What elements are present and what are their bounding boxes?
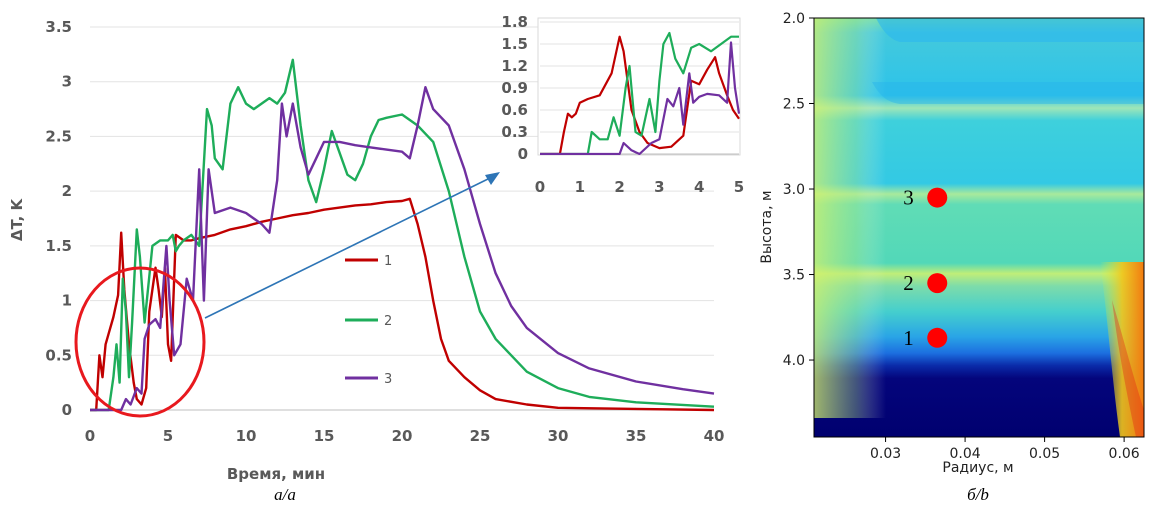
inset-x-tick-label: 4 — [694, 178, 704, 196]
heatmap-x-ticks: 0.03 0.04 0.05 0.06 — [870, 437, 1140, 462]
legend-label-2: 2 — [384, 314, 392, 329]
inset-chart: 0 0.3 0.6 0.9 1.2 1.5 1.8 0 1 2 3 4 5 — [501, 13, 744, 196]
caption-a: а/a — [274, 485, 296, 504]
main-y-tick-label: 2 — [62, 182, 72, 200]
main-y-axis-label: ΔT, K — [8, 198, 26, 242]
main-y-tick-label: 3 — [62, 73, 72, 91]
sensor-point-label-2: 2 — [903, 271, 914, 295]
legend-label-1: 1 — [384, 254, 392, 269]
heatmap-hot-wall — [1100, 262, 1144, 437]
heatmap-y-tick-label: 2.0 — [783, 11, 805, 27]
heatmap-x-tick-label: 0.05 — [1029, 446, 1060, 462]
inset-y-tick-label: 1.8 — [501, 13, 528, 31]
inset-y-tick-label: 0.3 — [501, 123, 528, 141]
inset-y-tick-label: 0 — [518, 145, 528, 163]
main-x-tick-label: 25 — [470, 427, 491, 445]
inset-x-ticks: 0 1 2 3 4 5 — [535, 178, 744, 196]
heatmap-y-tick-label: 3.5 — [783, 268, 805, 284]
main-series-line-3 — [90, 86, 715, 412]
main-chart: 00.511.522.533.5 0 5 10 15 20 25 30 35 40 Время,… — [8, 18, 724, 504]
inset-x-tick-label: 3 — [654, 178, 664, 196]
heatmap-y-tick-label: 2.5 — [783, 97, 805, 113]
main-x-tick-label: 20 — [392, 427, 413, 445]
main-x-ticks: 0 5 10 15 20 25 30 35 40 — [85, 427, 725, 445]
main-y-tick-label: 0.5 — [45, 346, 72, 364]
heatmap-x-tick-label: 0.03 — [870, 446, 901, 462]
heatmap-cold-cap-1 — [876, 18, 1144, 42]
inset-series-line-2 — [540, 31, 739, 155]
sensor-point-label-1: 1 — [903, 326, 914, 350]
heatmap-y-tick-label: 4.0 — [783, 353, 805, 369]
heatmap-cold-cap-2 — [872, 82, 1144, 104]
main-y-tick-label: 1.5 — [45, 237, 72, 255]
heatmap-image — [814, 18, 1144, 437]
sensor-point-1 — [927, 327, 948, 348]
inset-x-tick-label: 5 — [734, 178, 744, 196]
sensor-point-3 — [927, 187, 948, 208]
caption-b: б/b — [967, 485, 989, 504]
inset-y-tick-label: 1.2 — [501, 57, 528, 75]
inset-y-tick-label: 1.5 — [501, 35, 528, 53]
heatmap-y-tick-label: 3.0 — [783, 182, 805, 198]
main-x-tick-label: 40 — [704, 427, 725, 445]
inset-y-tick-label: 0.6 — [501, 101, 528, 119]
zoom-highlight-ellipse — [74, 266, 206, 418]
heatmap-hot-core — [1112, 300, 1144, 437]
main-y-tick-label: 3.5 — [45, 18, 72, 36]
heatmap-left-glow — [814, 18, 934, 418]
main-x-axis-label: Время, мин — [227, 465, 325, 483]
heatmap-x-tick-label: 0.04 — [949, 446, 980, 462]
main-x-tick-label: 0 — [85, 427, 95, 445]
main-y-tick-label: 2.5 — [45, 127, 72, 145]
heatmap-frame — [813, 17, 1145, 438]
heatmap-sensor-points: 3 2 1 — [903, 186, 948, 350]
inset-series — [540, 31, 740, 155]
main-x-tick-label: 5 — [163, 427, 173, 445]
heatmap-y-axis-label: Высота, м — [759, 190, 775, 263]
main-x-tick-label: 15 — [314, 427, 335, 445]
main-x-tick-label: 35 — [626, 427, 647, 445]
main-y-tick-label: 1 — [62, 292, 72, 310]
main-y-tick-label: 0 — [62, 401, 72, 419]
main-y-ticks: 0 0.5 1 1.5 2 2.5 3 3.5 — [45, 18, 72, 419]
zoom-arrow-head — [485, 172, 500, 185]
sensor-point-label-3: 3 — [903, 186, 914, 210]
heatmap-x-axis-label: Радиус, м — [942, 460, 1013, 476]
main-x-tick-label: 30 — [548, 427, 569, 445]
inset-x-tick-label: 0 — [535, 178, 545, 196]
inset-y-tick-label: 0.9 — [501, 79, 528, 97]
legend-label-3: 3 — [384, 372, 392, 387]
heatmap-x-tick-label: 0.06 — [1109, 446, 1140, 462]
inset-y-ticks: 0 0.3 0.6 0.9 1.2 1.5 1.8 — [501, 13, 528, 163]
heatmap-panel: 2.0 2.5 3.0 3.5 4.0 0.03 0.04 0.05 0.06 3 2 1 Рад… — [759, 11, 1145, 504]
inset-x-tick-label: 1 — [575, 178, 585, 196]
legend: 1 2 3 — [345, 254, 392, 387]
zoom-arrow-line — [204, 177, 491, 319]
main-x-tick-label: 10 — [236, 427, 257, 445]
main-series-line-2 — [90, 58, 715, 412]
inset-x-tick-label: 2 — [614, 178, 624, 196]
heatmap-y-ticks: 2.0 2.5 3.0 3.5 4.0 — [783, 11, 814, 369]
inset-series-line-3 — [540, 41, 740, 155]
sensor-point-2 — [927, 273, 948, 294]
